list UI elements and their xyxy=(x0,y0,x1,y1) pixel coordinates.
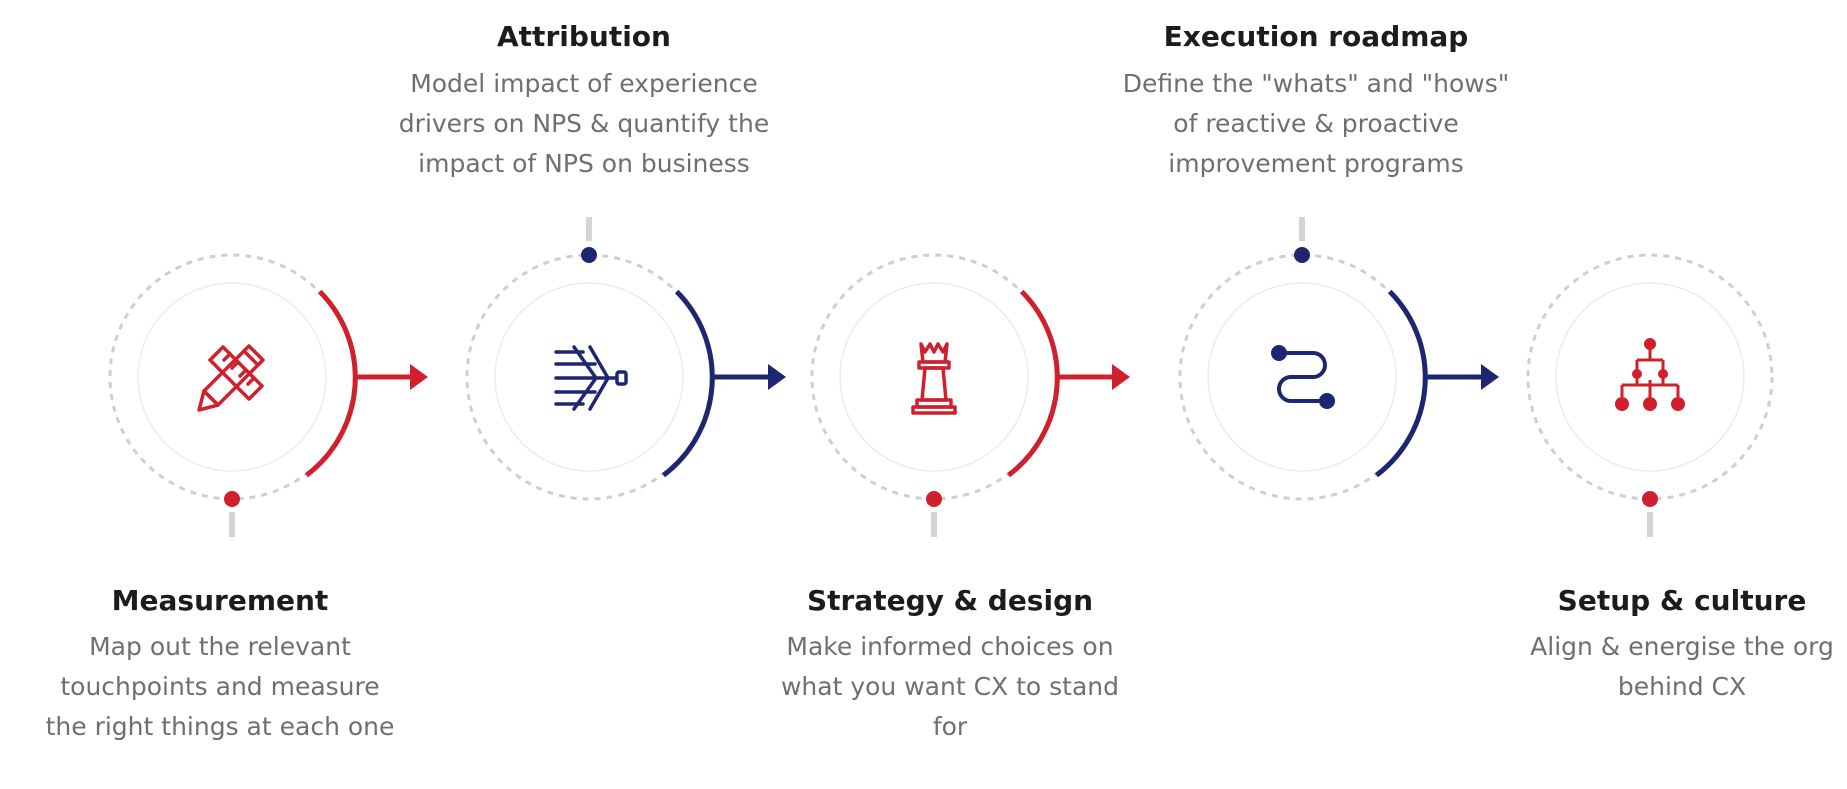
driver-tree-icon xyxy=(554,345,628,411)
inner-ring xyxy=(1207,282,1397,472)
arrow-head xyxy=(1481,364,1499,390)
step-execution xyxy=(1178,217,1499,501)
step-title: Setup & culture xyxy=(1558,584,1807,617)
step-description-line: drivers on NPS & quantify the xyxy=(399,109,769,138)
step-measurement xyxy=(108,253,428,537)
inner-ring xyxy=(494,282,684,472)
label-attribution: Attribution Model impact of experience d… xyxy=(399,20,769,178)
step-description-line: the right things at each one xyxy=(46,712,395,741)
marker-dot xyxy=(1294,247,1310,263)
marker-dot xyxy=(224,491,240,507)
step-description-line: touchpoints and measure xyxy=(60,672,379,701)
step-title: Measurement xyxy=(112,584,329,617)
step-description-line: of reactive & proactive xyxy=(1173,109,1458,138)
outer-dashed-ring xyxy=(810,253,1058,501)
accent-arc xyxy=(661,289,715,478)
step-description-line: what you want CX to stand xyxy=(781,672,1119,701)
step-description-line: for xyxy=(933,712,968,741)
label-execution: Execution roadmap Define the "whats" and… xyxy=(1123,20,1510,178)
marker-dot xyxy=(1642,491,1658,507)
marker-dot xyxy=(581,247,597,263)
accent-arc xyxy=(304,289,358,478)
step-description-line: Map out the relevant xyxy=(89,632,351,661)
step-strategy xyxy=(810,253,1130,537)
label-strategy: Strategy & design Make informed choices … xyxy=(781,584,1119,741)
marker-dot xyxy=(926,491,942,507)
step-setup xyxy=(1526,253,1774,537)
arrow-head xyxy=(768,364,786,390)
chess-king-icon xyxy=(911,342,957,415)
arrow-head xyxy=(410,364,428,390)
accent-arc xyxy=(1374,289,1428,478)
label-setup: Setup & culture Align & energise the org… xyxy=(1530,584,1834,701)
arrow-head xyxy=(1112,364,1130,390)
outer-dashed-ring xyxy=(108,253,356,501)
inner-ring xyxy=(137,282,327,472)
step-description-line: improvement programs xyxy=(1168,149,1463,178)
step-title: Attribution xyxy=(497,20,671,53)
step-description-line: Make informed choices on xyxy=(786,632,1113,661)
inner-ring xyxy=(1555,282,1745,472)
label-measurement: Measurement Map out the relevant touchpo… xyxy=(46,584,395,741)
step-description-line: Define the "whats" and "hows" xyxy=(1123,69,1510,98)
step-attribution xyxy=(465,217,786,501)
step-description-line: impact of NPS on business xyxy=(418,149,750,178)
route-path-icon xyxy=(1271,345,1335,409)
accent-arc xyxy=(1006,289,1060,478)
inner-ring xyxy=(839,282,1029,472)
step-description-line: Align & energise the org xyxy=(1530,632,1834,661)
step-title: Execution roadmap xyxy=(1164,20,1469,53)
step-description-line: behind CX xyxy=(1618,672,1746,701)
outer-dashed-ring xyxy=(1526,253,1774,501)
pencil-ruler-icon xyxy=(197,344,265,412)
step-description-line: Model impact of experience xyxy=(410,69,758,98)
step-title: Strategy & design xyxy=(807,584,1093,617)
org-chart-icon xyxy=(1615,338,1685,411)
